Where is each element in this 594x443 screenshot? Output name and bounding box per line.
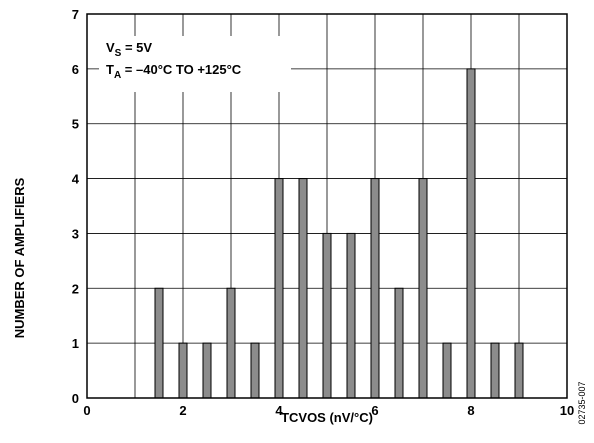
y-axis-label: NUMBER OF AMPLIFIERS — [12, 177, 27, 338]
y-tick-label: 7 — [72, 7, 79, 22]
x-tick-label: 10 — [560, 403, 574, 418]
histogram-bar — [490, 342, 500, 399]
y-tick-labels: 0 1 2 3 4 5 6 7 — [72, 7, 80, 406]
histogram-bar — [178, 342, 188, 399]
histogram-bar — [418, 178, 428, 399]
x-axis-label: TCVOS (nV/°C) — [281, 410, 373, 425]
temperature-annotation: TA = –40°C TO +125°C — [106, 62, 242, 81]
y-tick-label: 1 — [72, 336, 79, 351]
ta-value: = –40°C TO +125°C — [121, 62, 242, 77]
y-tick-label: 5 — [72, 117, 79, 132]
x-tick-label: 4 — [275, 403, 283, 418]
histogram-bar — [154, 287, 164, 399]
vs-symbol: V — [106, 40, 115, 55]
histogram-bar — [466, 68, 476, 399]
histogram-bar — [298, 178, 308, 399]
plot-frame — [86, 13, 568, 399]
histogram-bar — [250, 342, 260, 399]
x-tick-label: 0 — [83, 403, 90, 418]
bars — [154, 68, 524, 399]
histogram-bar — [322, 232, 332, 399]
histogram-bar — [346, 232, 356, 399]
y-tick-label: 4 — [72, 172, 80, 187]
annotation-background — [99, 36, 291, 92]
x-tick-label: 2 — [179, 403, 186, 418]
y-tick-label: 2 — [72, 281, 79, 296]
ta-subscript: A — [114, 70, 121, 81]
supply-voltage-annotation: VS = 5V — [106, 40, 152, 59]
y-tick-label: 6 — [72, 62, 79, 77]
histogram-bar — [442, 342, 452, 399]
ta-symbol: T — [106, 62, 114, 77]
x-tick-label: 6 — [371, 403, 378, 418]
x-tick-label: 8 — [467, 403, 474, 418]
histogram-bar — [514, 342, 524, 399]
x-tick-labels: 0 2 4 6 8 10 — [83, 403, 574, 418]
y-tick-label: 3 — [72, 226, 79, 241]
histogram-bar — [226, 287, 236, 399]
histogram-bar — [394, 287, 404, 399]
figure-code: 02735-007 — [577, 381, 587, 424]
y-tick-label: 0 — [72, 391, 79, 406]
vs-value: = 5V — [121, 40, 152, 55]
vs-subscript: S — [115, 48, 122, 59]
histogram-bar — [370, 178, 380, 399]
histogram-bar — [274, 178, 284, 399]
histogram-bar — [202, 342, 212, 399]
